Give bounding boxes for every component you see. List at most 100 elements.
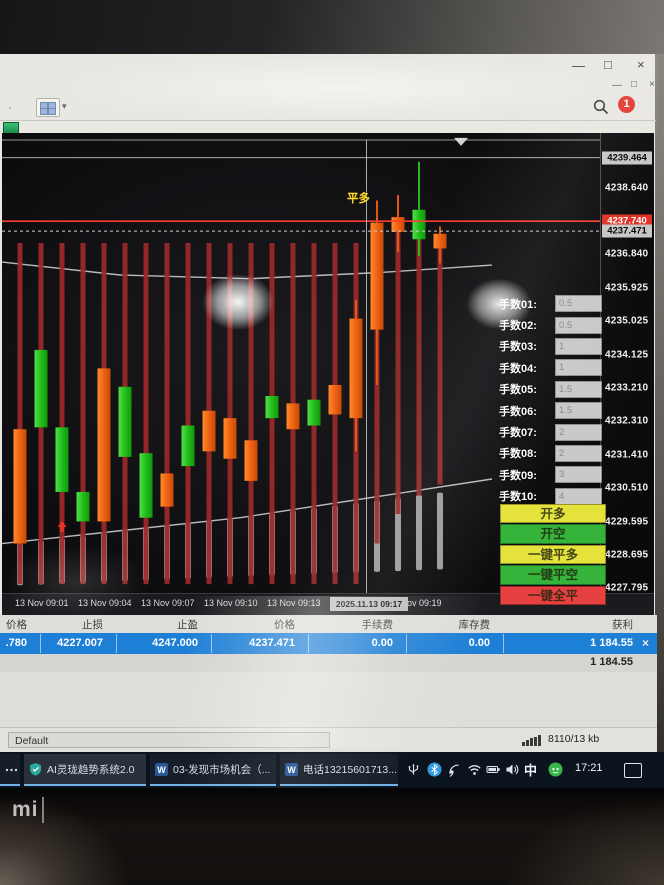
child-restore-button[interactable]: □ [631,79,638,90]
candle-down [55,427,69,492]
monitor-bottom-bezel [0,788,664,885]
lot-size-input[interactable]: 1.5 [555,380,602,398]
bluetooth-icon[interactable] [427,762,442,777]
lot-size-input[interactable]: 2 [555,444,602,462]
action-center-icon[interactable] [624,763,642,778]
time-tick: 13 Nov 09:07 [141,598,195,608]
candle-down [76,491,90,522]
cell-divider [211,634,212,653]
close-all-long-button[interactable]: 一键平多 [500,544,606,565]
candlestick-chart[interactable] [2,133,600,594]
profile-selector[interactable]: Default [8,732,330,748]
open-short-button[interactable]: 开空 [500,524,606,544]
word-icon: W [154,762,169,777]
column-header: 价格 [6,619,27,631]
position-cell: 4237.471 [249,637,295,649]
taskbar-item[interactable]: W 03-发现市场机会（... [150,754,276,786]
notification-badge[interactable]: 1 [618,96,635,113]
candle-up [391,217,405,232]
minimize-button[interactable]: — [572,58,585,73]
more-icon [4,762,19,777]
time-tick: 13 Nov 09:10 [204,598,258,608]
word-icon: W [284,762,299,777]
candle-down [34,349,48,428]
cell-divider [308,634,309,653]
lot-size-input[interactable]: 1.5 [555,402,602,420]
price-tick: 4238.640 [605,182,649,194]
security-icon[interactable] [548,762,563,777]
position-cell: 0.00 [468,637,490,649]
lot-size-input[interactable]: 3 [555,466,602,484]
lot-row: 手数09: 3 [499,464,609,485]
lot-row: 手数07: 2 [499,421,609,442]
price-tick: 4235.925 [605,282,649,294]
open-position-label: 平多 [347,193,370,205]
close-all-short-button[interactable]: 一键平空 [500,565,606,585]
battery-icon[interactable] [486,762,501,777]
monitor-right-bezel [655,54,664,788]
lot-size-input[interactable]: 0.5 [555,295,602,313]
lot-row: 手数03: 1 [499,336,609,357]
close-everything-button[interactable]: 一键全平 [500,585,606,605]
ask-price-box: 4237.740 [602,214,652,228]
total-profit-row[interactable]: 1 184.55 [0,654,657,672]
child-minimize-button[interactable]: — [612,80,622,91]
taskbar: 17:21 中 … AI灵珑趋势系统2.0 W 03-发现市场机会（... W 电话132… [0,752,664,788]
trade-table-header: 价格 止损 止盈 价格 手续费 库存费 获利 [0,617,657,632]
taskbar-item[interactable]: … [0,754,20,786]
position-cell: 1 184.55 [590,637,633,649]
column-header: 库存费 [458,619,491,631]
lot-label: 手数07: [499,427,537,440]
crosshair-price-box: 4239.464 [602,151,652,165]
column-header: 获利 [612,619,633,631]
candle-down [412,209,426,240]
candle-up [244,440,258,481]
lot-size-input[interactable]: 1 [555,359,602,377]
lot-label: 手数08: [499,448,537,461]
price-tick: 4235.025 [605,315,649,327]
lot-size-input[interactable]: 0.5 [555,316,602,334]
lot-size-input[interactable]: 2 [555,423,602,441]
monitor-top-bezel [0,0,664,54]
lot-label: 手数06: [499,405,537,418]
lower-indicator-bar [395,497,401,572]
lot-label: 手数02: [499,320,537,333]
taskbar-item[interactable]: W 电话13215601713.... [280,754,398,786]
lot-label: 手数04: [499,362,537,375]
svg-text:W: W [287,765,296,775]
candle-up [160,473,174,507]
child-close-button[interactable]: × [649,79,655,90]
lot-size-input[interactable]: 4 [555,487,602,505]
candle-down [139,453,153,518]
close-button[interactable]: × [637,57,645,72]
candle-up [370,222,384,330]
column-header: 手续费 [361,619,394,631]
lot-row: 手数02: 0.5 [499,314,609,335]
volume-icon[interactable] [505,762,520,777]
down-triangle-marker [454,137,468,146]
price-tick: 4228.695 [605,549,649,561]
candle-up [286,403,300,430]
maximize-button[interactable]: □ [604,57,612,72]
chevron-down-icon[interactable]: ▾ [62,101,67,111]
taskbar-item[interactable]: AI灵珑趋势系统2.0 [24,754,146,786]
monitor-logo-bar [42,797,44,823]
total-profit-value: 1 184.55 [590,656,633,668]
time-tick: 13 Nov 09:13 [267,598,321,608]
wifi-icon[interactable] [467,762,482,777]
usb-icon[interactable] [406,762,421,777]
price-tick: 4234.125 [605,349,649,361]
lot-size-input[interactable]: 1 [555,337,602,355]
chart-style-toolbar-button[interactable] [36,98,60,117]
toolbar-separator [0,120,656,121]
open-long-button[interactable]: 开多 [500,504,606,524]
clock[interactable]: 17:21 [575,762,603,774]
location-icon[interactable] [447,762,462,777]
column-header: 止损 [82,619,103,631]
open-position-row[interactable]: .780 4227.007 4247.000 4237.471 0.00 0.00 1 18… [0,633,657,654]
ime-indicator[interactable]: 中 [524,763,538,778]
candle-up [349,318,363,419]
close-position-icon[interactable]: × [641,636,649,650]
traffic-counter: 8110/13 kb [548,733,600,745]
search-icon[interactable] [592,98,610,116]
